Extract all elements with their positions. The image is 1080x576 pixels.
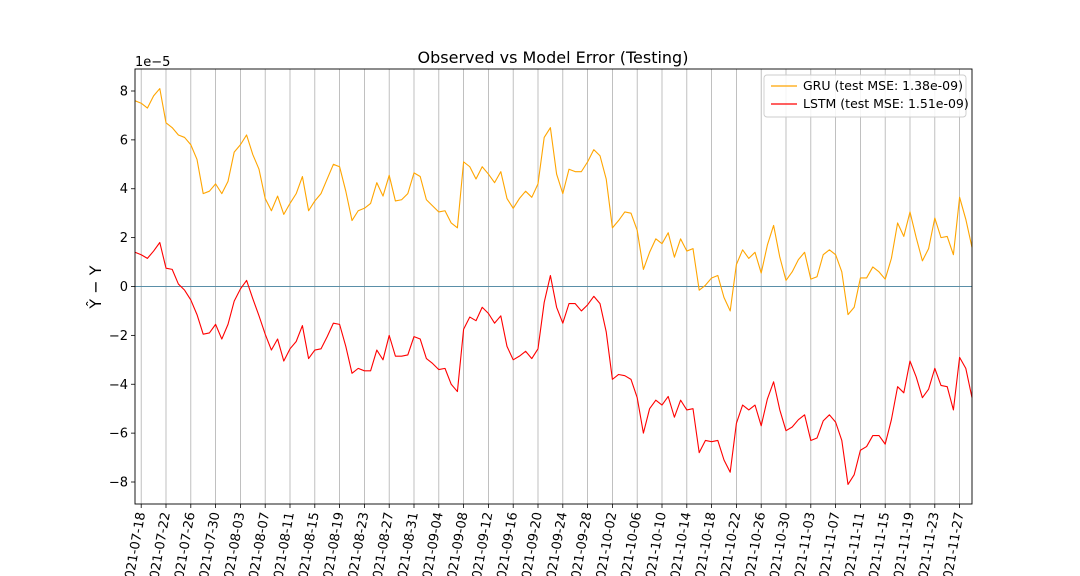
y-tick-label: −8 [109,476,128,491]
legend: GRU (test MSE: 1.38e-09) LSTM (test MSE:… [763,74,969,118]
y-tick-label: 2 [120,231,128,246]
y-tick-label: 0 [120,280,128,295]
y-scale-label: 1e−5 [135,55,170,70]
y-tick-label: 6 [120,133,128,148]
series-line-1 [134,241,973,486]
y-axis-label: Ŷ − Y [86,265,105,309]
y-tick-label: 8 [120,84,128,99]
chart-title: Observed vs Model Error (Testing) [418,48,689,67]
y-axis: −8 −6 −4 −2 0 2 4 6 8 [109,84,135,491]
y-tick-label: −4 [109,378,128,393]
y-tick-label: 4 [120,182,128,197]
series-line-0 [134,88,973,316]
y-tick-label: −6 [109,427,128,442]
legend-box [763,74,967,118]
y-tick-label: −2 [109,329,128,344]
legend-label-gru: GRU (test MSE: 1.38e-09) [803,78,963,93]
series-lines [134,88,973,486]
legend-label-lstm: LSTM (test MSE: 1.51e-09) [803,96,969,111]
